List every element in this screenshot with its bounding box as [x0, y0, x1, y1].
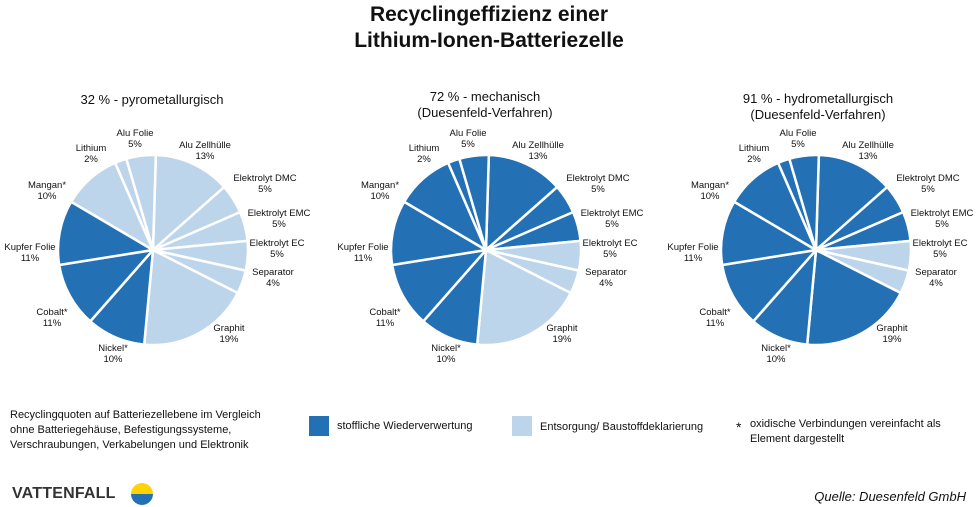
- pie-label: Alu Folie 5%: [450, 128, 487, 150]
- pie-label: Kupfer Folie 11%: [667, 242, 718, 264]
- legend-label-recycled: stoffliche Wiederverwertung: [337, 420, 473, 432]
- pie-label: Alu Folie 5%: [780, 128, 817, 150]
- pie-label: Graphit 19%: [546, 323, 578, 345]
- main-title: Recyclingeffizienz einer Lithium-Ionen-B…: [354, 3, 624, 52]
- pie-label: Cobalt* 11%: [699, 307, 730, 329]
- pie-label: Mangan* 10%: [361, 180, 399, 202]
- pie-title-pyro: 32 % - pyrometallurgisch: [80, 92, 224, 107]
- pie-slice-graphit: [142, 248, 240, 347]
- pie-label: Alu Zellhülle 13%: [842, 140, 894, 162]
- pie-slice-kupfer-folie: [719, 200, 820, 267]
- pie-label: Elektrolyt EMC 5%: [911, 208, 974, 230]
- pie-label: Separator 4%: [915, 267, 957, 289]
- pie-label: Kupfer Folie 11%: [337, 242, 388, 264]
- pie-label: Separator 4%: [585, 267, 627, 289]
- pie-label: Mangan* 10%: [28, 180, 66, 202]
- pie-slice-alu-folie: [787, 153, 821, 251]
- pie-slice-cobalt-: [720, 248, 820, 324]
- pie-title-mech: 72 % - mechanisch (Duesenfeld-Verfahren): [417, 89, 553, 120]
- pie-slice-alu-zellh-lle: [814, 153, 889, 253]
- pie-slice-graphit: [475, 248, 573, 347]
- pie-label: Elektrolyt EC 5%: [250, 238, 305, 260]
- pie-label: Elektrolyt DMC 5%: [896, 173, 959, 195]
- pie-label: Lithium 2%: [76, 143, 107, 165]
- pie-label: Elektrolyt EMC 5%: [581, 208, 644, 230]
- legend-swatch-disposal: [512, 416, 532, 436]
- pie-slice-graphit: [805, 248, 903, 347]
- pie-slice-cobalt-: [390, 248, 490, 324]
- pie-label: Alu Zellhülle 13%: [512, 140, 564, 162]
- pie-slice-alu-zellh-lle: [484, 153, 559, 253]
- pie-label: Elektrolyt DMC 5%: [566, 173, 629, 195]
- vattenfall-logo-icon: [131, 483, 153, 505]
- pie-label: Mangan* 10%: [691, 180, 729, 202]
- pie-label: Nickel* 10%: [98, 343, 128, 365]
- pie-label: Cobalt* 11%: [369, 307, 400, 329]
- pie-label: Elektrolyt EC 5%: [583, 238, 638, 260]
- pie-label: Alu Zellhülle 13%: [179, 140, 231, 162]
- source-credit: Quelle: Duesenfeld GmbH: [814, 489, 966, 504]
- legend-swatch-recycled: [309, 416, 329, 436]
- pie-label: Cobalt* 11%: [36, 307, 67, 329]
- pie-slice-cobalt-: [57, 248, 157, 324]
- pie-label: Elektrolyt EMC 5%: [248, 208, 311, 230]
- pie-label: Nickel* 10%: [431, 343, 461, 365]
- pie-label: Lithium 2%: [409, 143, 440, 165]
- vattenfall-logo: VATTENFALL: [12, 483, 153, 505]
- pie-label: Lithium 2%: [739, 143, 770, 165]
- pie-slice-kupfer-folie: [56, 200, 157, 267]
- footnote: Recyclingquoten auf Batteriezellebene im…: [10, 409, 261, 451]
- legend-label-disposal: Entsorgung/ Baustoffdeklarierung: [540, 421, 704, 433]
- pie-slice-alu-folie: [457, 153, 491, 251]
- pie-title-hydro: 91 % - hydrometallurgisch (Duesenfeld-Ve…: [742, 91, 894, 122]
- pie-label: Kupfer Folie 11%: [4, 242, 55, 264]
- pie-label: Graphit 19%: [876, 323, 908, 345]
- pie-label: Separator 4%: [252, 267, 294, 289]
- pie-slice-alu-folie: [124, 153, 158, 251]
- pie-label: Nickel* 10%: [761, 343, 791, 365]
- pie-label: Alu Folie 5%: [117, 128, 154, 150]
- pie-slice-alu-zellh-lle: [151, 153, 226, 253]
- asterisk-symbol: *: [736, 419, 742, 435]
- pie-label: Elektrolyt DMC 5%: [233, 173, 296, 195]
- pie-label: Elektrolyt EC 5%: [913, 238, 968, 260]
- pie-label: Graphit 19%: [213, 323, 245, 345]
- pie-slice-kupfer-folie: [389, 200, 490, 267]
- asterisk-note: oxidische Verbindungen vereinfacht als E…: [750, 418, 941, 445]
